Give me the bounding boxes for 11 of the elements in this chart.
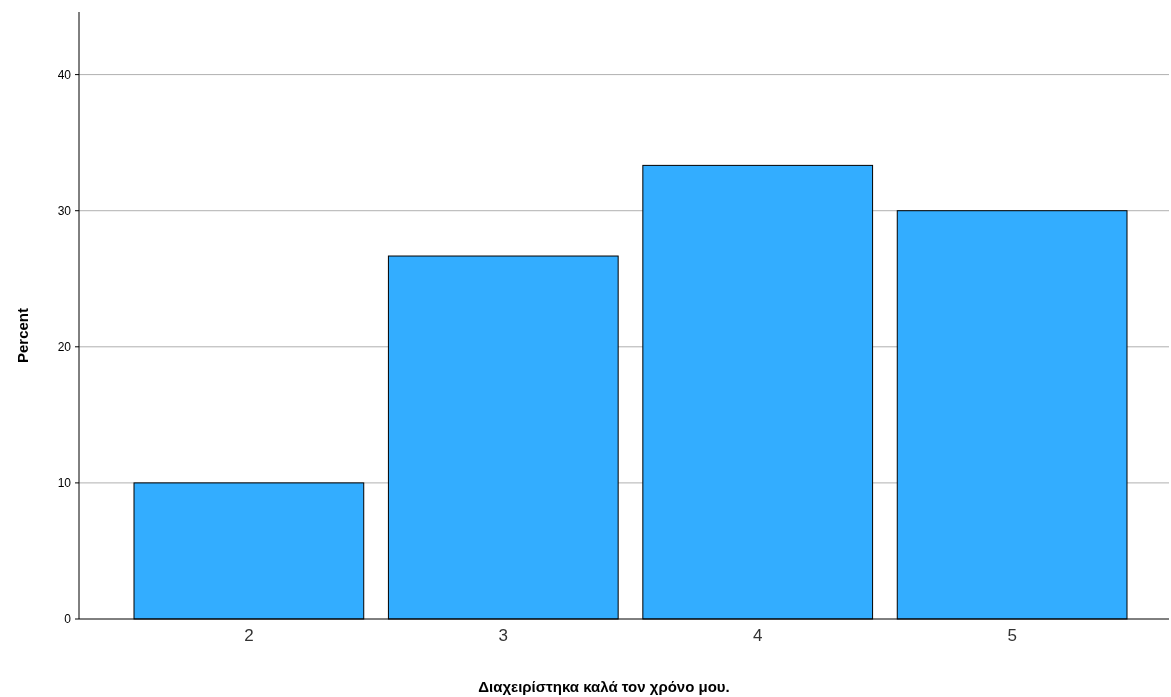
x-tick-label: 5 xyxy=(1007,626,1017,645)
x-tick-label: 4 xyxy=(752,626,763,645)
x-tick-label: 2 xyxy=(244,626,254,645)
y-tick-label: 30 xyxy=(57,203,72,218)
x-tick-label: 3 xyxy=(498,626,509,645)
y-tick-label: 0 xyxy=(64,612,72,627)
y-tick-label: 20 xyxy=(57,340,72,354)
x-axis-title: Διαχειρίστηκα καλά τον χρόνο μου. xyxy=(478,678,730,695)
y-tick-label: 40 xyxy=(57,67,72,82)
y-axis-title: Percent xyxy=(14,307,31,364)
y-tick-label: 10 xyxy=(57,476,72,491)
